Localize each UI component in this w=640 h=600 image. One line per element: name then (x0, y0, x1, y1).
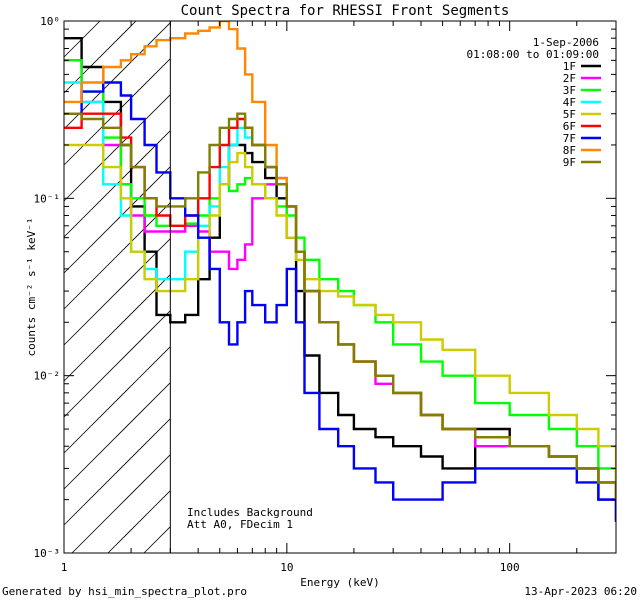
legend-label-6F: 6F (563, 120, 576, 133)
date-label: 1-Sep-2006 (533, 36, 599, 49)
legend-label-8F: 8F (563, 144, 576, 157)
hatch-line (63, 58, 171, 166)
legend-label-1F: 1F (563, 60, 576, 73)
series-line-8F (64, 21, 616, 500)
hatch-line (63, 274, 171, 382)
y-tick-label: 10⁻³ (34, 547, 61, 560)
chart-title: Count Spectra for RHESSI Front Segments (181, 3, 510, 19)
legend-label-9F: 9F (563, 156, 576, 169)
x-tick-label: 1 (61, 561, 68, 574)
series-line-9F (64, 112, 616, 500)
y-tick-label: 10⁻¹ (34, 192, 61, 205)
hatch-line (63, 310, 171, 418)
y-axis-label: counts cm⁻² s⁻¹ keV⁻¹ (25, 217, 38, 356)
hatch-line (63, 418, 171, 526)
background-note: Includes Background (187, 506, 313, 519)
series-line-7F (64, 81, 616, 522)
hatch-line (63, 346, 171, 454)
legend-label-2F: 2F (563, 72, 576, 85)
plot-frame (63, 20, 617, 554)
attenuator-note: Att A0, FDecim 1 (187, 518, 293, 531)
hatch-line (71, 454, 171, 554)
legend-label-3F: 3F (563, 84, 576, 97)
x-tick-label: 10 (280, 561, 293, 574)
hatch-line (143, 526, 171, 554)
legend-label-4F: 4F (563, 96, 576, 109)
series-line-1F (64, 37, 616, 522)
legend-label-7F: 7F (563, 132, 576, 145)
y-tick-label: 10⁰ (40, 15, 60, 28)
hatch-line (63, 238, 171, 346)
hatch-line (63, 20, 137, 94)
hatch-line (63, 202, 171, 310)
hatch-line (63, 166, 171, 274)
x-tick-label: 100 (500, 561, 520, 574)
generated-by-label: Generated by hsi_min_spectra_plot.pro (2, 585, 247, 598)
legend-label-5F: 5F (563, 108, 576, 121)
hatch-line (63, 382, 171, 490)
timestamp-label: 13-Apr-2023 06:20 (524, 585, 637, 598)
time-range-label: 01:08:00 to 01:09:00 (467, 48, 599, 61)
x-axis-label: Energy (keV) (300, 576, 379, 589)
y-tick-label: 10⁻² (34, 370, 61, 383)
hatch-line (107, 490, 171, 554)
hatch-line (63, 94, 171, 202)
series-line-5F (64, 143, 616, 483)
